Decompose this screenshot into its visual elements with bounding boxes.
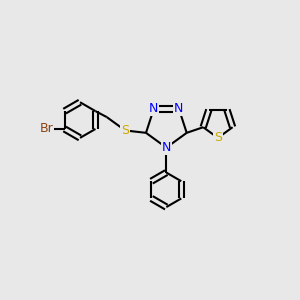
Text: N: N <box>162 141 171 154</box>
Text: N: N <box>174 102 184 116</box>
Text: S: S <box>121 124 129 137</box>
Text: Br: Br <box>39 122 53 136</box>
Text: S: S <box>214 131 222 144</box>
Text: N: N <box>149 102 158 116</box>
